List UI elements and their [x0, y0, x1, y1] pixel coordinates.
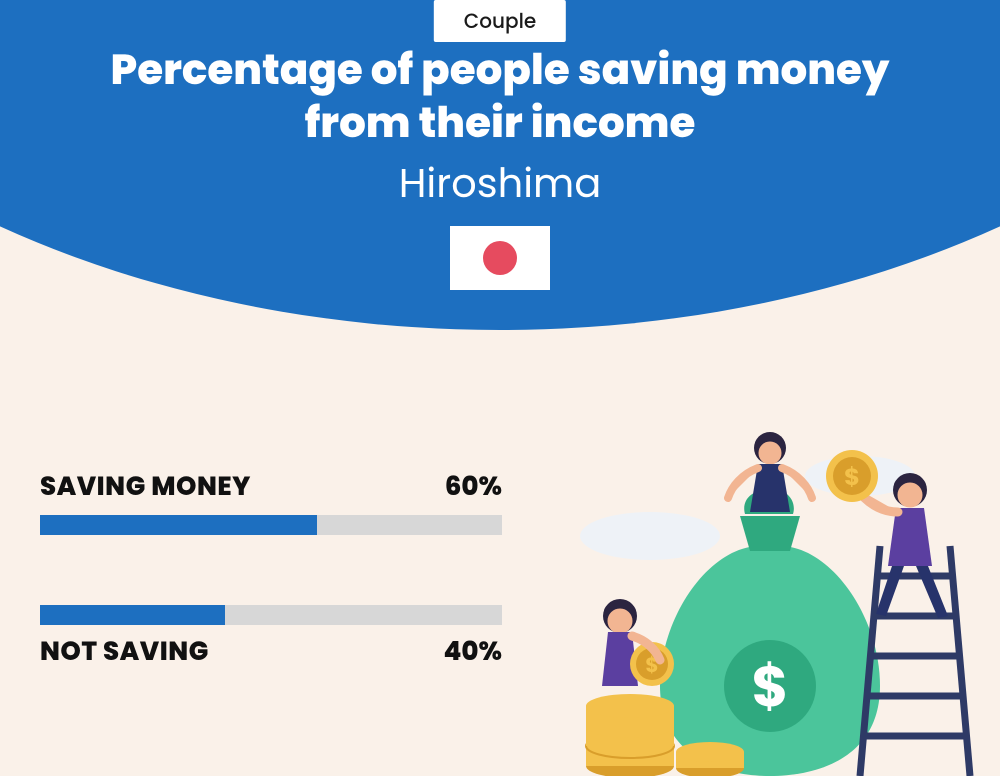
bar-label: SAVING MONEY	[40, 468, 251, 507]
bar-chart: SAVING MONEY 60% NOT SAVING 40%	[40, 468, 502, 672]
bar-fill	[40, 515, 317, 535]
bar-track	[40, 515, 502, 535]
flag-japan	[450, 226, 550, 290]
flag-dot-icon	[483, 241, 517, 275]
bar-track	[40, 605, 502, 625]
infographic-page: Couple Percentage of people saving money…	[0, 0, 1000, 776]
bar-group-saving: SAVING MONEY 60%	[40, 468, 502, 535]
bar-row: SAVING MONEY 60%	[40, 468, 502, 507]
svg-text:$: $	[844, 461, 860, 494]
bar-value: 40%	[443, 633, 502, 672]
title-line-1: Percentage of people saving money	[111, 40, 890, 99]
category-badge: Couple	[434, 0, 566, 42]
bar-group-not-saving: NOT SAVING 40%	[40, 605, 502, 672]
person-left-icon: $	[602, 599, 674, 686]
bar-fill	[40, 605, 225, 625]
bar-value: 60%	[445, 468, 502, 507]
illustration-svg: $ $	[560, 416, 1000, 776]
category-badge-label: Couple	[464, 7, 536, 35]
savings-illustration: $ $	[560, 416, 1000, 776]
page-title: Percentage of people saving money from t…	[90, 44, 910, 149]
page-subtitle: Hiroshima	[0, 153, 1000, 213]
bar-row: NOT SAVING 40%	[40, 633, 502, 672]
dollar-sign-icon: $	[752, 647, 789, 726]
title-block: Percentage of people saving money from t…	[0, 44, 1000, 213]
person-top-icon	[728, 432, 812, 512]
bar-label: NOT SAVING	[40, 633, 209, 672]
cloud-icon	[580, 512, 720, 560]
title-line-2: from their income	[305, 93, 696, 152]
